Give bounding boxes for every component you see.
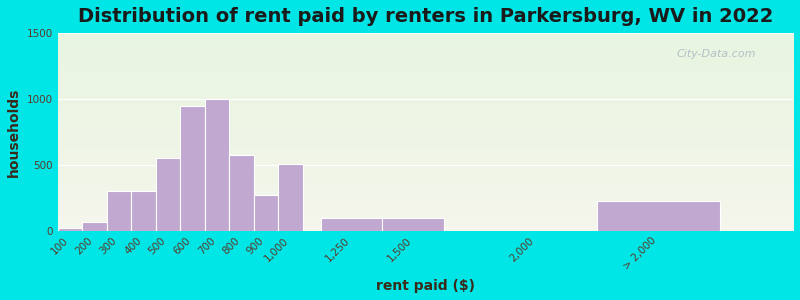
Bar: [106, 191, 131, 231]
Bar: [180, 106, 205, 231]
X-axis label: rent paid ($): rent paid ($): [376, 279, 475, 293]
Bar: [254, 195, 278, 231]
Bar: [597, 200, 719, 231]
Bar: [58, 228, 82, 231]
Bar: [278, 164, 302, 231]
Bar: [156, 158, 180, 231]
Bar: [131, 191, 156, 231]
Bar: [205, 99, 230, 231]
Bar: [230, 155, 254, 231]
Title: Distribution of rent paid by renters in Parkersburg, WV in 2022: Distribution of rent paid by renters in …: [78, 7, 773, 26]
Bar: [382, 218, 444, 231]
Text: City-Data.com: City-Data.com: [677, 49, 756, 59]
Bar: [82, 222, 106, 231]
Bar: [321, 218, 382, 231]
Y-axis label: households: households: [7, 87, 21, 177]
